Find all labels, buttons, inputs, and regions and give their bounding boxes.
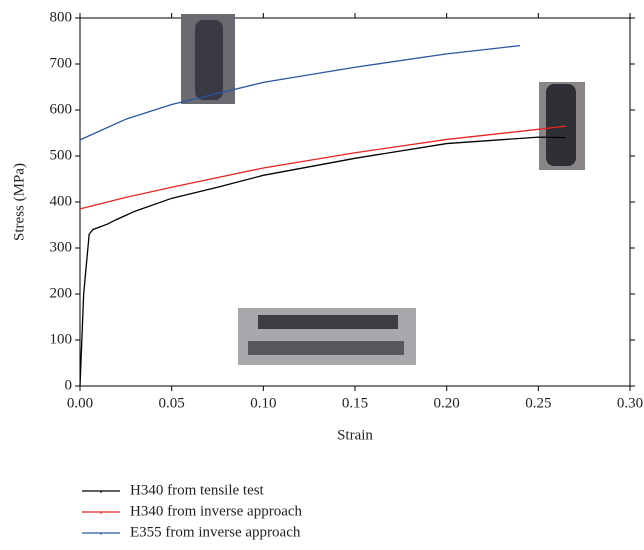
- y-tick-label: 400: [50, 193, 73, 209]
- legend-label: E355 from inverse approach: [130, 524, 301, 540]
- y-tick-label: 200: [50, 285, 73, 301]
- legend-label: H340 from tensile test: [130, 482, 265, 498]
- x-tick-label: 0.30: [617, 395, 643, 411]
- photo-specimen: [546, 84, 576, 166]
- y-tick-label: 100: [50, 331, 73, 347]
- photo-specimen: [248, 341, 404, 355]
- y-tick-label: 0: [65, 377, 73, 393]
- x-tick-label: 0.15: [342, 395, 368, 411]
- legend-label: H340 from inverse approach: [130, 503, 303, 519]
- series-line: [79, 125, 566, 210]
- x-tick-label: 0.25: [525, 395, 551, 411]
- photo-bottom: [238, 308, 416, 365]
- y-tick-label: 600: [50, 101, 73, 117]
- y-tick-label: 800: [50, 9, 73, 25]
- x-tick-label: 0.00: [67, 395, 93, 411]
- y-tick-label: 700: [50, 55, 73, 71]
- x-axis-title: Strain: [337, 427, 373, 443]
- x-tick-label: 0.10: [250, 395, 276, 411]
- photo-top: [181, 14, 235, 104]
- x-tick-label: 0.05: [159, 395, 185, 411]
- x-tick-label: 0.20: [434, 395, 460, 411]
- photo-specimen: [258, 315, 398, 329]
- y-tick-label: 500: [50, 147, 73, 163]
- series-line: [79, 44, 521, 141]
- photo-specimen: [195, 20, 223, 100]
- y-axis-title: Stress (MPa): [11, 163, 27, 241]
- series-line: [79, 136, 566, 387]
- y-tick-label: 300: [50, 239, 73, 255]
